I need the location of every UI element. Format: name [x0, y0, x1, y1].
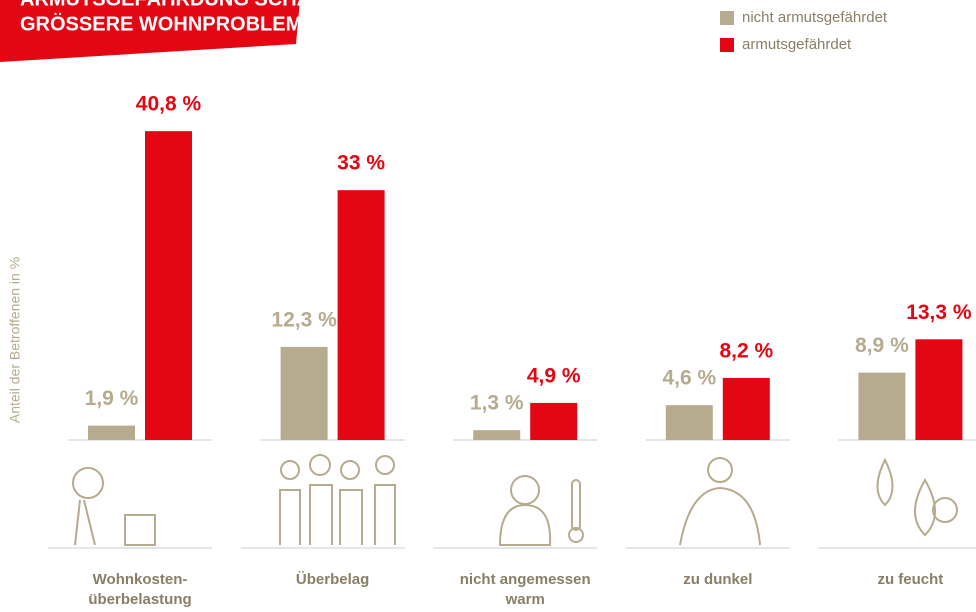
legend-swatch — [720, 38, 734, 52]
bar — [665, 405, 713, 440]
data-label: 12,3 % — [271, 308, 337, 331]
x-tick-label: zu dunkel — [683, 571, 752, 588]
x-tick-label: überbelastung — [88, 591, 191, 608]
bar — [915, 339, 963, 440]
data-label: 4,9 % — [527, 364, 581, 387]
icon-dark — [679, 457, 761, 546]
chart-title: ARMUTSGEFÄHRDUNG SCHAFFT — [20, 0, 348, 10]
bar — [280, 346, 328, 440]
chart-title: GRÖSSERE WOHNPROBLEME — [20, 12, 316, 35]
title-banner — [0, 0, 300, 62]
icon-damp — [876, 457, 958, 537]
data-label: 1,3 % — [470, 392, 524, 415]
icon-family — [279, 454, 396, 545]
data-label: 33 % — [337, 152, 385, 175]
legend-swatch — [720, 11, 734, 25]
x-tick-label: Überbelag — [296, 571, 369, 588]
data-label: 8,9 % — [855, 334, 909, 357]
icons — [72, 454, 958, 546]
x-tick-label: warm — [505, 591, 545, 608]
legend-label: armutsgefährdet — [742, 36, 852, 53]
x-tick-label: Wohnkosten- — [93, 571, 188, 588]
bar — [337, 190, 385, 440]
x-tick-label: zu feucht — [877, 571, 943, 588]
bar — [88, 425, 135, 440]
bar — [530, 402, 578, 440]
x-tick-label: nicht angemessen — [460, 571, 591, 588]
legend-label: nicht armutsgefährdet — [742, 9, 888, 26]
y-axis-label: Anteil der Betroffenen in % — [7, 257, 23, 423]
data-label: 1,9 % — [85, 387, 139, 410]
data-label: 4,6 % — [662, 367, 716, 390]
data-label: 13,3 % — [906, 301, 972, 324]
bar — [858, 372, 906, 440]
bar — [722, 377, 770, 440]
data-label: 8,2 % — [719, 339, 773, 362]
data-label: 40,8 % — [136, 93, 202, 116]
icon-money — [72, 467, 156, 546]
bar — [145, 131, 192, 441]
icon-cold — [498, 475, 584, 546]
bar — [473, 430, 521, 440]
